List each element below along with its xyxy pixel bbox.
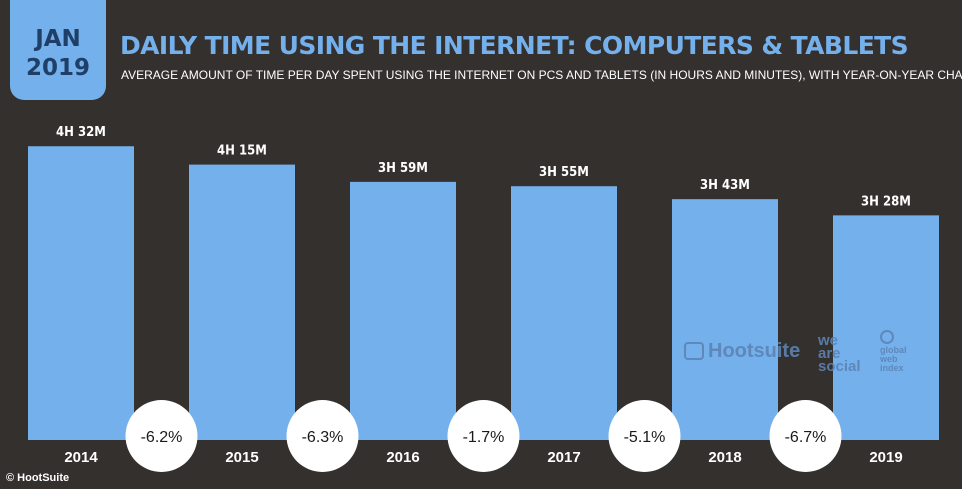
category-label-2014: 2014 [64, 449, 98, 466]
bar-2019 [833, 215, 939, 440]
change-circle-2 [286, 400, 359, 472]
change-label-3: -1.7% [463, 429, 505, 446]
change-circle-3 [447, 400, 520, 472]
change-circle-5 [769, 400, 842, 472]
category-label-2018: 2018 [708, 449, 741, 466]
bar-2018 [672, 199, 778, 440]
owl-icon [684, 342, 704, 360]
category-label-2015: 2015 [225, 449, 258, 466]
gwi-logo: global web index [880, 330, 920, 373]
value-label-2019: 3H 28M [861, 194, 911, 209]
change-label-4: -5.1% [624, 429, 666, 446]
change-label-5: -6.7% [785, 429, 827, 446]
bar-2014 [28, 146, 134, 441]
change-circle-4 [608, 400, 681, 472]
footer-credit: © HootSuite [6, 472, 70, 484]
badge-year: 2019 [25, 55, 90, 81]
value-label-2016: 3H 59M [378, 161, 428, 176]
we-are-social-logo: we are social [818, 332, 861, 375]
globe-icon [880, 330, 894, 344]
change-label-2: -6.3% [302, 429, 344, 446]
category-label-2017: 2017 [547, 449, 580, 466]
value-label-2018: 3H 43M [700, 178, 750, 193]
date-badge: JAN 2019 [10, 0, 106, 100]
value-label-2015: 4H 15M [217, 144, 267, 159]
category-label-2016: 2016 [386, 449, 419, 466]
chart-title: DAILY TIME USING THE INTERNET: COMPUTERS… [120, 31, 909, 60]
category-label-2019: 2019 [869, 449, 902, 466]
hootsuite-label: Hootsuite [708, 340, 801, 362]
value-label-2014: 4H 32M [56, 125, 106, 140]
bar-2015 [189, 164, 295, 440]
partner-logos: Hootsuite we are social global web index [684, 328, 954, 378]
hootsuite-logo: Hootsuite [684, 340, 800, 363]
change-label-1: -6.2% [141, 429, 183, 446]
value-label-2017: 3H 55M [539, 165, 589, 180]
badge-month: JAN [35, 26, 81, 52]
bar-2017 [511, 186, 617, 440]
change-circle-1 [125, 400, 198, 472]
chart-subtitle: AVERAGE AMOUNT OF TIME PER DAY SPENT USI… [121, 68, 962, 82]
gwi-label: global web index [880, 345, 907, 373]
bar-2016 [350, 181, 456, 440]
